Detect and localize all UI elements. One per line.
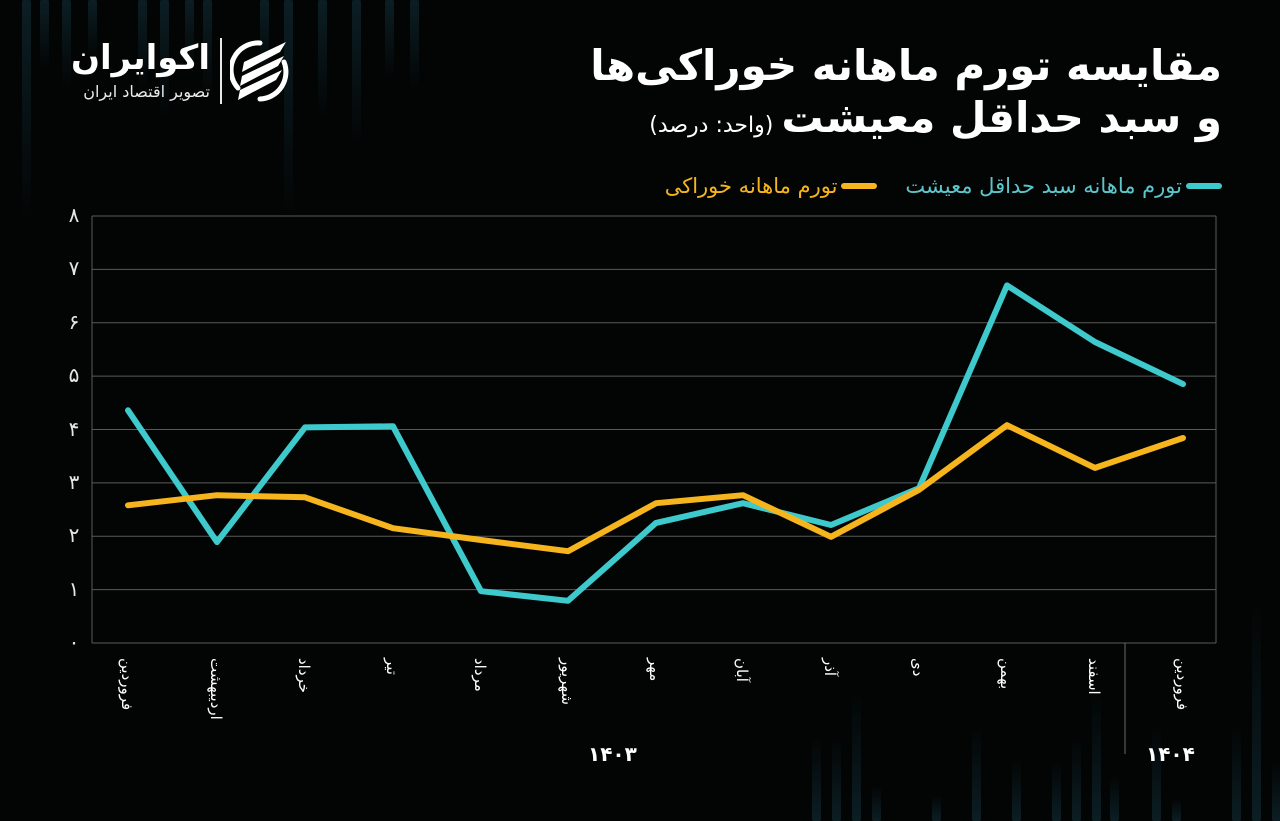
unit-label: (واحد: درصد) xyxy=(649,113,774,138)
decorative-bar xyxy=(872,785,881,821)
y-tick-label: ۰ xyxy=(68,630,80,654)
decorative-bar xyxy=(852,690,861,821)
title-line-2: و سبد حداقل معیشت (واحد: درصد) xyxy=(590,92,1222,152)
decorative-bar xyxy=(88,0,97,60)
legend-item-basket: تورم ماهانه سبد حداقل معیشت xyxy=(905,174,1222,198)
series-line-basket xyxy=(125,282,1186,604)
decorative-bar xyxy=(1272,760,1280,821)
decorative-bar xyxy=(972,725,981,821)
ecoiran-logo-icon xyxy=(230,40,289,102)
x-tick-label: بهمن xyxy=(997,658,1015,690)
y-tick-label: ۳ xyxy=(68,469,80,494)
decorative-bar xyxy=(1252,598,1261,821)
decorative-bar xyxy=(1172,798,1181,821)
x-tick-label: فروردین xyxy=(118,658,136,711)
decorative-bar xyxy=(1232,725,1241,821)
x-tick-label: تیر xyxy=(383,658,401,675)
logo: اکوایران تصویر اقتصاد ایران xyxy=(48,36,318,106)
decorative-bar xyxy=(284,0,293,220)
logo-tagline: تصویر اقتصاد ایران xyxy=(83,82,210,101)
decorative-bar xyxy=(812,735,821,821)
y-tick-label: ۵ xyxy=(68,363,80,388)
legend-label-basket: تورم ماهانه سبد حداقل معیشت xyxy=(905,174,1182,198)
y-tick-label: ۸ xyxy=(68,203,80,227)
series-line-food xyxy=(125,422,1186,555)
y-tick-label: ۶ xyxy=(68,309,80,334)
decorative-bar xyxy=(40,0,49,70)
title-line-2-text: و سبد حداقل معیشت xyxy=(781,93,1222,142)
decorative-bar xyxy=(385,0,394,80)
x-tick-label: فروردین xyxy=(1173,658,1191,711)
y-tick-label: ۷ xyxy=(68,256,80,281)
y-tick-label: ۴ xyxy=(68,416,80,441)
decorative-bar xyxy=(318,0,327,120)
legend-swatch-basket-icon xyxy=(1186,183,1222,189)
decorative-bar xyxy=(410,0,419,90)
year-label-1403: ۱۴۰۳ xyxy=(588,742,637,766)
x-tick-label: آذر xyxy=(821,658,839,677)
decorative-bar xyxy=(1072,735,1081,821)
x-tick-label: دی xyxy=(909,658,927,677)
x-tick-label: مهر xyxy=(646,658,664,682)
x-tick-label: خرداد xyxy=(295,658,313,694)
legend: تورم ماهانه سبد حداقل معیشت تورم ماهانه … xyxy=(665,174,1222,198)
decorative-bar xyxy=(932,795,941,821)
decorative-bar xyxy=(203,0,212,100)
decorative-bar xyxy=(22,0,31,225)
x-tick-label: اردیبهشت xyxy=(207,658,225,720)
logo-name: اکوایران xyxy=(71,38,210,78)
decorative-bar xyxy=(1152,725,1161,821)
y-tick-label: ۲ xyxy=(68,523,80,548)
x-tick-label: آبان xyxy=(733,658,751,682)
x-tick-label: مرداد xyxy=(471,658,489,692)
decorative-bar xyxy=(160,0,169,120)
decorative-bar xyxy=(1110,775,1119,821)
legend-label-food: تورم ماهانه خوراکی xyxy=(664,174,838,198)
x-tick-label: شهریور xyxy=(558,658,576,705)
decorative-bar xyxy=(260,0,269,80)
decorative-bar xyxy=(138,0,147,90)
x-tick-label: اسفند xyxy=(1085,658,1103,695)
legend-swatch-food-icon xyxy=(841,183,878,189)
decorative-bar xyxy=(1092,690,1101,821)
decorative-bar xyxy=(62,0,71,90)
year-label-1404: ۱۴۰۴ xyxy=(1146,742,1195,766)
chart-title: مقایسه تورم ماهانه خوراکی‌ها و سبد حداقل… xyxy=(590,40,1222,152)
decorative-bar xyxy=(1012,758,1021,821)
decorative-bar xyxy=(832,735,841,821)
decorative-bar xyxy=(352,0,361,150)
title-line-1: مقایسه تورم ماهانه خوراکی‌ها xyxy=(590,41,1222,90)
y-tick-label: ۱ xyxy=(68,576,80,601)
logo-divider xyxy=(220,38,222,104)
decorative-bar xyxy=(1052,760,1061,821)
legend-item-food: تورم ماهانه خوراکی xyxy=(665,174,878,198)
decorative-bar xyxy=(185,0,194,70)
